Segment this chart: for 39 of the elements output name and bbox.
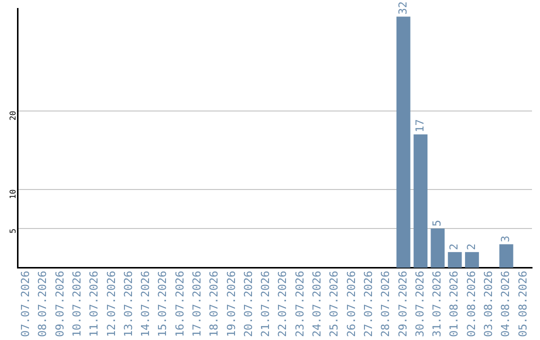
x-tick-label: 20.07.2026 [242, 270, 255, 338]
x-tick-label: 25.07.2026 [328, 270, 341, 338]
y-tick-label: 5 [8, 228, 18, 234]
x-tick-label: 24.07.2026 [310, 270, 324, 338]
data-label: 2 [464, 243, 478, 250]
x-tick-label: 10.07.2026 [70, 270, 84, 338]
data-label: 5 [430, 220, 444, 227]
x-tick-label: 23.07.2026 [293, 270, 306, 338]
data-label: 17 [413, 119, 426, 132]
x-tick-label: 05.08.2026 [516, 270, 530, 338]
x-tick-label: 18.07.2026 [208, 270, 221, 338]
y-tick-label: 10 [8, 189, 18, 199]
x-tick-label: 31.07.2026 [430, 270, 444, 338]
x-tick-label: 03.08.2026 [482, 270, 495, 338]
x-tick-label: 01.08.2026 [448, 270, 461, 338]
x-tick-label: 09.07.2026 [53, 270, 66, 338]
x-tick-label: 15.07.2026 [156, 270, 170, 338]
x-tick-label: 27.07.2026 [362, 270, 375, 338]
x-tick-label: 02.08.2026 [464, 270, 478, 338]
x-tick-label: 30.07.2026 [413, 270, 426, 338]
x-tick-label: 13.07.2026 [122, 270, 135, 338]
data-label: 2 [448, 243, 461, 250]
x-tick-label: 14.07.2026 [139, 270, 152, 338]
x-tick-label: 28.07.2026 [379, 270, 392, 338]
y-tick-label: 20 [8, 110, 18, 120]
data-label: 3 [499, 236, 512, 242]
x-tick-label: 19.07.2026 [224, 270, 238, 338]
x-tick-label: 04.08.2026 [499, 270, 512, 338]
x-tick-label: 26.07.2026 [344, 270, 358, 338]
data-label: 32 [396, 1, 410, 15]
x-tick-label: 11.07.2026 [88, 270, 101, 338]
x-tick-label: 07.07.2026 [19, 270, 32, 338]
x-tick-label: 29.07.2026 [396, 270, 410, 338]
x-tick-label: 17.07.2026 [190, 270, 204, 338]
x-tick-label: 08.07.2026 [36, 270, 50, 338]
x-tick-label: 12.07.2026 [104, 270, 118, 338]
x-tick-label: 16.07.2026 [173, 270, 186, 338]
x-tick-label: 22.07.2026 [276, 270, 290, 338]
x-tick-label: 21.07.2026 [259, 270, 272, 338]
